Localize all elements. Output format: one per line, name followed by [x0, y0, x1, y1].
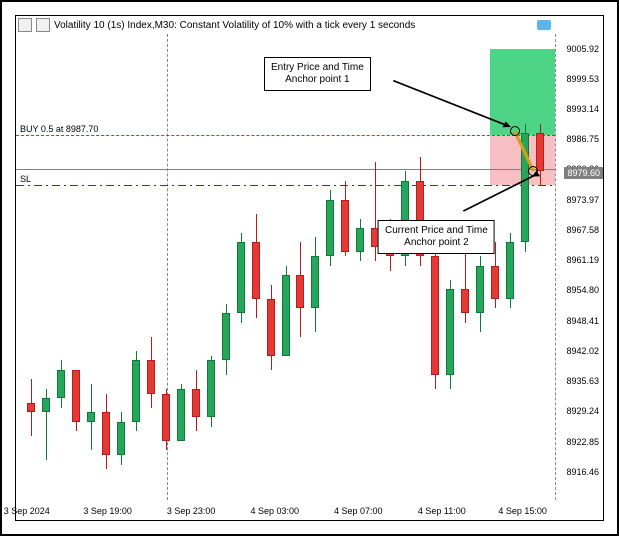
chart-header: Volatility 10 (1s) Index,M30: Constant V…	[18, 18, 415, 32]
anchor-point-2[interactable]	[528, 166, 538, 176]
annotation-entry: Entry Price and TimeAnchor point 1	[264, 57, 371, 91]
x-tick-label: 4 Sep 15:00	[498, 506, 547, 516]
x-tick-label: 3 Sep 2024	[4, 506, 50, 516]
x-tick-label: 3 Sep 19:00	[83, 506, 132, 516]
y-tick-label: 8922.85	[566, 437, 599, 447]
x-tick-label: 4 Sep 03:00	[250, 506, 299, 516]
y-axis: 8916.46 8922.85 8929.24 8935.63 8942.02 8948.…	[555, 34, 603, 500]
chart-area[interactable]: Volatility 10 (1s) Index,M30: Constant V…	[15, 15, 604, 521]
y-tick-label: 8954.80	[566, 285, 599, 295]
y-tick-label: 8973.97	[566, 195, 599, 205]
y-tick-label: 8993.14	[566, 104, 599, 114]
x-tick-label: 4 Sep 11:00	[418, 506, 466, 516]
anno1-line2: Anchor point 1	[271, 74, 364, 86]
y-tick-label: 8935.63	[566, 376, 599, 386]
y-tick-label: 9005.92	[566, 44, 599, 54]
anno1-line1: Entry Price and Time	[271, 62, 364, 74]
y-tick-label: 8961.19	[566, 255, 599, 265]
y-tick-label: 8948.41	[566, 316, 599, 326]
y-tick-label: 8967.58	[566, 225, 599, 235]
x-tick-label: 4 Sep 07:00	[334, 506, 383, 516]
anno2-line2: Anchor point 2	[385, 237, 488, 249]
one-click-trade-icon[interactable]	[537, 20, 551, 30]
y-tick-label: 8999.53	[566, 74, 599, 84]
x-axis: 3 Sep 20243 Sep 19:003 Sep 23:004 Sep 03…	[16, 500, 555, 520]
y-tick-label: 8942.02	[566, 346, 599, 356]
chart-toggle-icon[interactable]	[36, 18, 50, 32]
chart-title: Volatility 10 (1s) Index,M30: Constant V…	[54, 20, 415, 31]
window-frame: Volatility 10 (1s) Index,M30: Constant V…	[0, 0, 619, 536]
current-price-tag: 8979.60	[564, 167, 603, 179]
movement-line	[16, 34, 555, 500]
plot-area[interactable]: BUY 0.5 at 8987.70SLEntry Price and Time…	[16, 34, 555, 500]
y-tick-label: 8929.24	[566, 406, 599, 416]
anno2-line1: Current Price and Time	[385, 225, 488, 237]
chart-type-icon[interactable]	[18, 18, 32, 32]
anchor-point-1[interactable]	[510, 126, 520, 136]
y-tick-label: 8986.75	[566, 134, 599, 144]
y-tick-label: 8916.46	[566, 467, 599, 477]
annotation-current: Current Price and TimeAnchor point 2	[378, 220, 495, 254]
x-tick-label: 3 Sep 23:00	[167, 506, 216, 516]
